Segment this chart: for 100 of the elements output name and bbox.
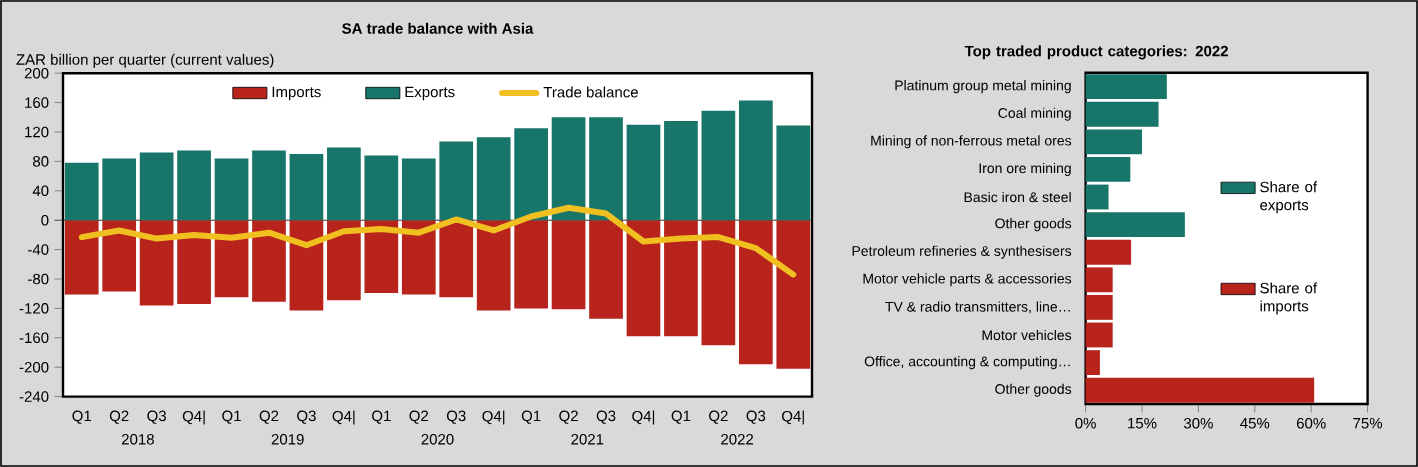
x-tick-label: Q4| xyxy=(632,410,655,425)
text: 2021 xyxy=(571,434,604,445)
x-tick-label: 15% xyxy=(1128,417,1157,429)
bar xyxy=(327,220,361,301)
bar xyxy=(214,158,249,221)
y-tick-label: Petroleum refineries & synthesisers xyxy=(852,245,1072,259)
text: 2022 xyxy=(721,434,754,445)
bar xyxy=(1085,294,1113,320)
bar xyxy=(364,155,399,221)
bar xyxy=(476,220,511,311)
bar xyxy=(514,220,548,309)
bar xyxy=(64,162,99,221)
bar xyxy=(289,154,324,221)
text: 2020 xyxy=(421,434,454,445)
bar xyxy=(177,220,211,304)
x-tick-label: Q2 xyxy=(709,410,728,424)
bar xyxy=(738,100,773,221)
bar xyxy=(551,220,586,310)
y-tick-label: 160 xyxy=(25,97,49,108)
bar xyxy=(327,147,361,221)
x-tick-label: Q2 xyxy=(559,410,578,424)
x-tick-label: Q3 xyxy=(596,410,616,424)
bar xyxy=(289,220,324,311)
x-tick-label: Q4| xyxy=(482,410,505,425)
x-tick-label: Q3 xyxy=(147,410,166,424)
x-tick-label: 45% xyxy=(1240,417,1270,429)
bar xyxy=(102,158,137,221)
legend-label: Exports xyxy=(405,86,455,101)
legend-label: Trade balance xyxy=(543,86,638,98)
bar xyxy=(102,220,137,292)
y-tick-label: -200 xyxy=(19,361,49,373)
x-tick-label: 60% xyxy=(1296,417,1326,429)
y-tick-label: TV & radio transmitters, line… xyxy=(885,301,1070,314)
bar xyxy=(139,220,174,306)
y-tick-label: 0 xyxy=(41,214,49,226)
bar xyxy=(626,220,661,337)
bar xyxy=(364,220,399,293)
bar xyxy=(776,220,811,369)
x-tick-label: 30% xyxy=(1183,417,1213,429)
y-tick-label: Motor vehicle parts & accessories xyxy=(863,273,1072,287)
y-tick-label: 120 xyxy=(25,126,49,138)
legend-label: Imports xyxy=(272,86,321,101)
y-tick-label: Motor vehicles xyxy=(982,329,1072,341)
legend-label: Share of imports xyxy=(1260,282,1318,315)
y-tick-label: Mining of non-ferrous metal ores xyxy=(871,135,1072,149)
x-tick-label: Q4| xyxy=(332,410,355,425)
bar xyxy=(439,141,474,221)
y-tick-label: -120 xyxy=(19,303,49,314)
x-tick-label: Q3 xyxy=(446,410,466,424)
y-tick-label: Other goods xyxy=(995,218,1072,232)
bar xyxy=(738,220,773,365)
bar xyxy=(1085,156,1131,182)
y-tick-label: Other goods xyxy=(995,383,1072,397)
bar xyxy=(1085,129,1143,155)
bar xyxy=(252,220,286,302)
bar xyxy=(664,220,698,337)
bar xyxy=(401,158,436,221)
bar xyxy=(551,117,586,221)
bar xyxy=(1085,350,1100,376)
bar xyxy=(776,125,811,221)
x-tick-label: Q4| xyxy=(782,410,804,425)
y-tick-label: -160 xyxy=(19,332,49,344)
bar xyxy=(1085,322,1113,348)
y-axis-title: ZAR billion per quarter (current values) xyxy=(16,53,274,68)
bar xyxy=(589,220,623,319)
x-tick-label: Q2 xyxy=(259,410,279,424)
bar xyxy=(252,150,286,221)
bar xyxy=(626,124,661,221)
bar xyxy=(214,220,249,298)
bar xyxy=(1085,239,1132,265)
bar xyxy=(177,150,211,221)
bar xyxy=(1085,212,1185,238)
y-tick-label: 40 xyxy=(32,185,49,197)
bar xyxy=(664,120,698,221)
bar xyxy=(1085,101,1159,127)
bar xyxy=(1085,267,1113,293)
x-tick-label: Q2 xyxy=(409,410,429,424)
bar xyxy=(476,137,511,221)
y-tick-label: Platinum group metal mining xyxy=(895,80,1071,94)
y-tick-label: 80 xyxy=(33,156,49,167)
x-tick-label: Q1 xyxy=(521,410,541,424)
x-tick-label: Q3 xyxy=(746,410,766,424)
x-tick-label: Q4| xyxy=(182,410,205,425)
bar xyxy=(64,220,99,295)
y-tick-label: -240 xyxy=(19,391,49,402)
y-tick-label: 200 xyxy=(24,67,49,79)
bar xyxy=(139,152,174,221)
bar xyxy=(514,128,548,221)
y-tick-label: Coal mining xyxy=(998,107,1071,121)
bar xyxy=(1085,74,1167,100)
chart-title: Top traded product categories: 2022 xyxy=(964,45,1228,60)
bar xyxy=(701,110,736,221)
bar xyxy=(439,220,474,298)
bar xyxy=(1085,184,1109,210)
x-tick-label: Q1 xyxy=(72,410,92,424)
bar xyxy=(401,220,436,295)
y-tick-label: Iron ore mining xyxy=(979,162,1071,176)
x-tick-label: Q1 xyxy=(372,410,391,424)
y-tick-label: -80 xyxy=(28,273,49,285)
x-tick-label: Q1 xyxy=(222,410,241,424)
